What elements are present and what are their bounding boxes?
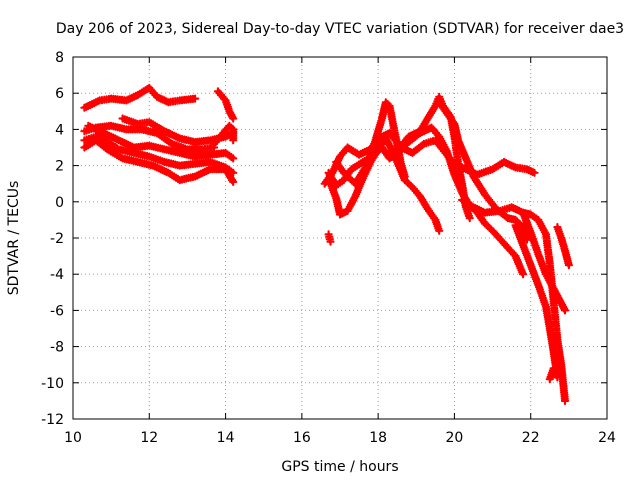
series-trace-1 [80, 83, 200, 112]
x-axis-label: GPS time / hours [281, 459, 398, 475]
y-axis-label: SDTVAR / TECUs [6, 181, 22, 296]
series-trace-19 [553, 223, 573, 270]
x-tick-label: 16 [293, 430, 311, 446]
y-tick-label: 2 [55, 159, 64, 175]
series-trace-18 [519, 208, 570, 315]
y-tick-label: -8 [50, 340, 64, 356]
x-tick-label: 24 [598, 430, 616, 446]
y-tick-label: -6 [50, 303, 64, 319]
y-tick-label: 8 [55, 50, 64, 66]
axis-ticks [72, 56, 608, 420]
y-tick-label: 6 [55, 86, 64, 102]
y-axis-tick-labels: -12 -10 -8 -6 -4 -2 0 2 4 6 8 [41, 50, 64, 428]
x-tick-label: 10 [64, 430, 82, 446]
y-tick-label: 0 [55, 195, 64, 211]
x-tick-label: 22 [522, 430, 540, 446]
y-tick-label: -2 [50, 231, 64, 247]
x-axis-tick-labels: 10 12 14 16 18 20 22 24 [64, 430, 616, 446]
series-trace-9 [324, 230, 335, 246]
series-trace-7 [213, 87, 238, 123]
series-trace-17 [511, 221, 562, 384]
series-trace-4 [80, 136, 238, 186]
chart-title: Day 206 of 2023, Sidereal Day-to-day VTE… [56, 21, 624, 37]
x-tick-label: 12 [140, 430, 158, 446]
series-trace-8 [210, 121, 238, 148]
series-trace-5 [84, 121, 238, 163]
x-tick-label: 20 [446, 430, 464, 446]
y-tick-label: -12 [41, 412, 64, 428]
series-trace-13 [332, 98, 409, 188]
data-series-group [80, 83, 573, 405]
x-tick-label: 14 [217, 430, 235, 446]
y-tick-label: -4 [50, 267, 64, 283]
y-tick-label: -10 [41, 376, 64, 392]
x-tick-label: 18 [369, 430, 387, 446]
y-tick-label: 4 [55, 122, 64, 138]
series-trace-15 [435, 98, 531, 244]
